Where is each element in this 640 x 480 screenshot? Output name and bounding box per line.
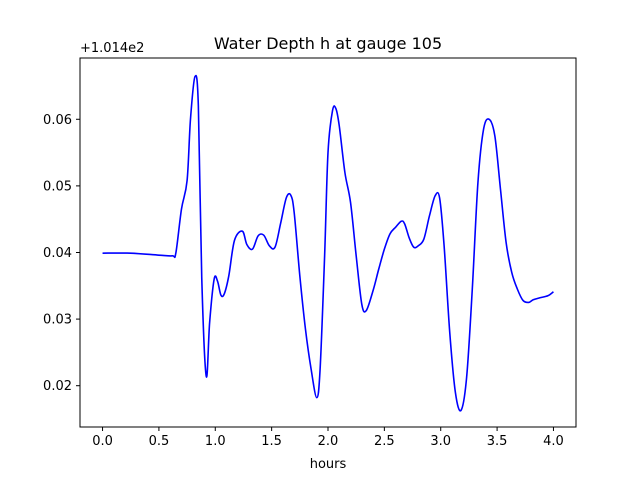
y-tick-label: 0.02 <box>43 379 72 394</box>
series-line <box>102 74 554 412</box>
y-offset-text: +1.014e2 <box>80 41 144 56</box>
plot-frame <box>79 57 577 428</box>
y-tick-label: 0.03 <box>43 313 72 328</box>
axes-ticks: 0.0 0.5 1.0 1.5 2.0 2.5 3.0 3.5 4.0 0.02 0.03 0.04 0… <box>43 113 564 449</box>
x-axis-label: hours <box>310 457 347 472</box>
x-tick-label: 3.0 <box>430 434 451 449</box>
series-layer <box>102 74 554 412</box>
x-tick-label: 4.0 <box>543 434 564 449</box>
x-tick-label: 1.0 <box>205 434 226 449</box>
chart-title: Water Depth h at gauge 105 <box>214 34 442 53</box>
y-tick-label: 0.05 <box>43 179 72 194</box>
x-tick-label: 0.5 <box>149 434 170 449</box>
x-tick-label: 3.5 <box>487 434 508 449</box>
y-tick-label: 0.06 <box>43 113 72 128</box>
x-tick-label: 1.5 <box>261 434 282 449</box>
y-tick-label: 0.04 <box>43 246 72 261</box>
x-tick-label: 2.0 <box>318 434 339 449</box>
x-tick-label: 0.0 <box>92 434 113 449</box>
x-tick-label: 2.5 <box>374 434 395 449</box>
